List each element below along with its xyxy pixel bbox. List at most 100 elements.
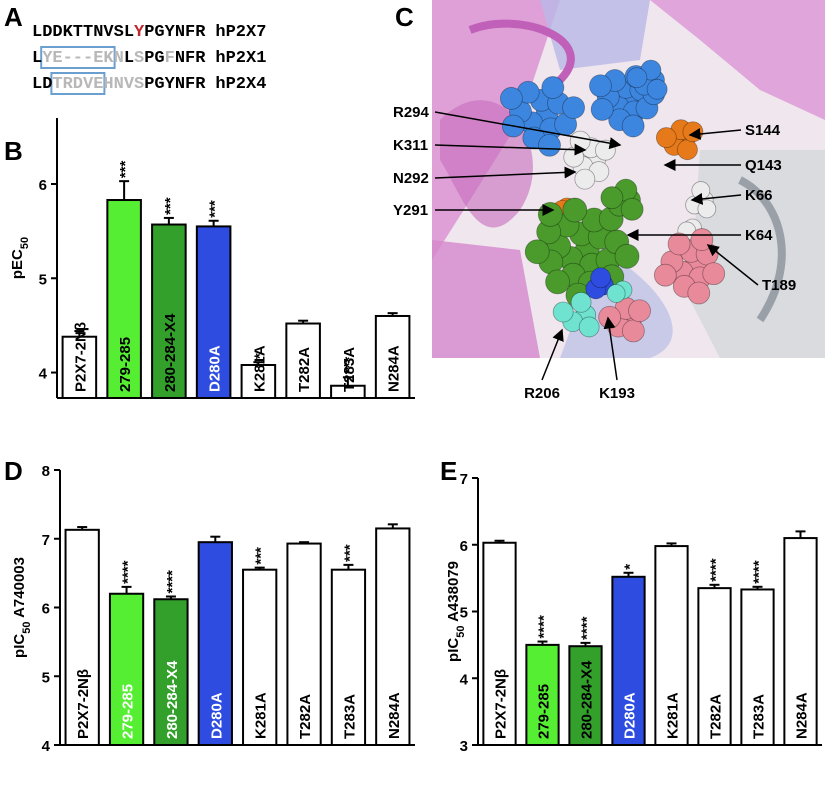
atom-sphere (655, 127, 677, 148)
y-tick-label: 5 (39, 271, 47, 288)
y-axis-label-part: pIC (445, 638, 462, 662)
atom-sphere (691, 181, 711, 200)
alignment-box (50, 72, 106, 95)
category-label: 280-284-X4 (164, 660, 181, 739)
atom-sphere (690, 228, 714, 251)
bar (61, 335, 98, 400)
bar (240, 364, 277, 399)
y-tick-label: 7 (42, 532, 50, 549)
category-label: N284A (386, 692, 403, 739)
pointer-arrow (434, 166, 577, 179)
y-axis-label-part: A740003 (11, 557, 28, 622)
residue-label: N292 (393, 170, 429, 187)
bar (197, 541, 233, 746)
panel-label: A (4, 2, 23, 32)
atom-sphere (570, 291, 592, 313)
atom-sphere (524, 239, 550, 265)
bar (106, 199, 142, 399)
significance-label: *** (253, 547, 270, 565)
sequence: LDTRDVEHNVSPGYNFR (32, 75, 206, 94)
residue-segment: S (134, 49, 144, 68)
y-tick-label: 7 (460, 471, 468, 488)
y-axis-label: pEC50 (9, 237, 31, 279)
atom-sphere (574, 168, 596, 190)
residue-segment: LDDKTTNVSL (32, 23, 134, 42)
significance-label: *** (341, 544, 358, 562)
atom-sphere (578, 316, 600, 338)
atom-sphere (590, 267, 612, 289)
category-label: K281A (251, 345, 268, 392)
atom-sphere (590, 98, 614, 121)
residue-label: S144 (745, 122, 781, 139)
atom-sphere (541, 76, 565, 99)
significance-label: *** (162, 197, 179, 215)
atom-sphere (702, 262, 726, 286)
category-label: T282A (297, 694, 314, 739)
residue-segment: L (32, 49, 42, 68)
pointer-arrow (688, 128, 742, 140)
significance-label: **** (708, 558, 725, 582)
y-axis-label-part: 50 (19, 237, 31, 249)
y-axis-label-part: pIC (11, 634, 28, 658)
significance-label: *** (117, 160, 134, 178)
bar (330, 568, 367, 746)
residue-segment: YE---EK (42, 49, 114, 68)
category-label: P2X7-2Nβ (72, 322, 89, 392)
category-label: T283A (341, 694, 358, 739)
y-tick-label: 4 (42, 738, 51, 755)
significance-label: **** (120, 560, 137, 584)
y-axis-label: pIC50 A740003 (11, 557, 33, 658)
y-axis-label-part: 50 (21, 622, 33, 634)
category-label: K281A (253, 692, 270, 739)
residue-label: K193 (599, 385, 635, 402)
panel-label: B (4, 136, 23, 166)
alignment-box (40, 46, 116, 69)
residue-label: Q143 (745, 157, 782, 174)
residue-label: T189 (762, 277, 796, 294)
category-label: T282A (708, 694, 725, 739)
y-tick-label: 4 (39, 366, 48, 383)
bar (654, 545, 689, 747)
pointer-arrow (434, 143, 587, 156)
residue-segment: PGYNFR (144, 23, 206, 42)
atom-sphere (653, 263, 677, 287)
bar (153, 598, 189, 746)
significance-label: * (622, 564, 639, 570)
atom-sphere (562, 197, 588, 223)
bar (286, 542, 322, 746)
atom-sphere (614, 243, 640, 269)
residue-segment: HNVS (103, 75, 144, 94)
y-tick-label: 5 (460, 605, 468, 622)
category-label: K281A (665, 692, 682, 739)
atom-sphere (537, 202, 563, 227)
atom-sphere (545, 269, 570, 295)
residue-segment: LD (32, 75, 52, 94)
y-tick-label: 8 (42, 463, 50, 480)
residue-segment: NFR (175, 49, 206, 68)
atom-sphere (687, 281, 711, 305)
residue-label: K66 (745, 187, 773, 204)
category-label: T282A (296, 347, 313, 392)
category-label: T283A (341, 347, 358, 392)
category-label: 280-284-X4 (579, 660, 596, 739)
atom-sphere (682, 121, 704, 143)
category-label: 279-285 (536, 684, 553, 739)
significance-label: **** (751, 560, 768, 584)
y-tick-label: 4 (460, 671, 469, 688)
pointer-arrow (706, 244, 759, 286)
panel-label: C (395, 2, 414, 32)
y-axis-label-part: pEC (9, 249, 26, 279)
significance-label: **** (579, 616, 596, 640)
atom-sphere (569, 130, 591, 152)
bar (151, 223, 187, 399)
category-label: P2X7-2Nβ (75, 669, 92, 739)
residue-label: R206 (524, 385, 560, 402)
y-tick-label: 6 (42, 601, 50, 618)
pointer-arrow (541, 328, 564, 381)
bar (482, 541, 517, 746)
category-label: D280A (622, 692, 639, 739)
atom-sphere (626, 67, 648, 89)
y-axis-label-part: A438079 (445, 561, 462, 626)
atom-sphere (499, 87, 523, 110)
